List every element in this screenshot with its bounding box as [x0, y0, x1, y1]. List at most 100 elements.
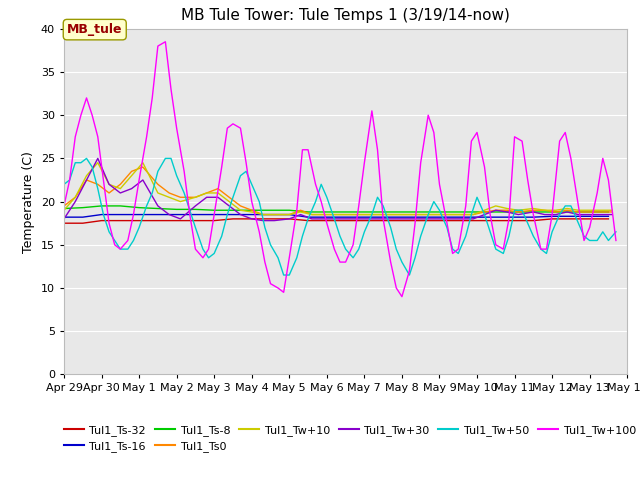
- Tul1_Tw+30: [424, 216, 432, 222]
- Tul1_Ts0: [552, 209, 560, 215]
- Text: MB_tule: MB_tule: [67, 23, 122, 36]
- Tul1_Tw+30: [248, 216, 255, 222]
- Tul1_Ts-16: [417, 214, 424, 220]
- Tul1_Ts-8: [380, 209, 387, 215]
- Tul1_Ts0: [413, 212, 420, 217]
- Tul1_Tw+30: [492, 207, 500, 213]
- Tul1_Tw+50: [60, 181, 68, 187]
- Tul1_Tw+10: [492, 203, 500, 209]
- Tul1_Tw+10: [390, 212, 398, 217]
- Tul1_Tw+30: [458, 216, 466, 222]
- Tul1_Tw+30: [597, 212, 605, 217]
- Tul1_Ts0: [72, 194, 79, 200]
- Tul1_Ts-32: [267, 216, 275, 222]
- Tul1_Ts-32: [248, 216, 255, 222]
- Tul1_Ts-8: [398, 209, 406, 215]
- Tul1_Ts0: [248, 207, 255, 213]
- Tul1_Tw+10: [259, 212, 267, 217]
- Tul1_Tw+50: [529, 233, 537, 239]
- Tul1_Tw+10: [214, 190, 222, 196]
- Tul1_Ts-16: [586, 214, 593, 219]
- Tul1_Ts-32: [323, 218, 331, 224]
- Tul1_Ts-32: [135, 218, 143, 224]
- Tul1_Tw+10: [116, 186, 124, 192]
- Tul1_Tw+30: [563, 209, 571, 215]
- Tul1_Tw+10: [597, 207, 605, 213]
- Tul1_Ts-16: [323, 214, 331, 220]
- Tul1_Ts0: [529, 207, 537, 213]
- Line: Tul1_Ts-32: Tul1_Ts-32: [64, 219, 609, 223]
- Tul1_Ts-32: [605, 216, 612, 222]
- Tul1_Tw+10: [376, 212, 383, 217]
- Tul1_Ts0: [424, 212, 432, 217]
- Tul1_Ts-16: [191, 212, 199, 217]
- Tul1_Tw+10: [424, 212, 432, 217]
- Tul1_Ts0: [342, 212, 349, 217]
- Tul1_Ts-16: [79, 214, 86, 220]
- Tul1_Tw+10: [330, 212, 338, 217]
- Tul1_Tw+10: [353, 212, 361, 217]
- Tul1_Tw+30: [575, 212, 582, 217]
- Tul1_Tw+30: [353, 216, 361, 222]
- Tul1_Ts-8: [191, 206, 199, 212]
- Tul1_Tw+30: [285, 216, 293, 222]
- Tul1_Tw+10: [563, 205, 571, 211]
- Tul1_Ts-16: [529, 214, 537, 220]
- Tul1_Ts-16: [548, 214, 556, 219]
- Tul1_Ts0: [481, 209, 488, 215]
- Tul1_Ts-32: [304, 218, 312, 224]
- Tul1_Ts-32: [285, 216, 293, 222]
- Tul1_Tw+100: [599, 156, 607, 161]
- Tul1_Tw+10: [271, 212, 278, 217]
- Tul1_Ts0: [447, 212, 454, 217]
- Tul1_Ts0: [165, 190, 173, 196]
- Tul1_Ts0: [308, 212, 316, 217]
- Tul1_Ts0: [191, 194, 199, 200]
- Tul1_Tw+10: [308, 212, 316, 217]
- Tul1_Tw+30: [552, 212, 560, 217]
- Tul1_Ts-32: [79, 220, 86, 226]
- Line: Tul1_Tw+100: Tul1_Tw+100: [64, 42, 616, 297]
- Tul1_Tw+10: [297, 209, 305, 215]
- Tul1_Ts0: [271, 212, 278, 217]
- Tul1_Tw+30: [541, 212, 548, 217]
- Tul1_Tw+10: [481, 207, 488, 213]
- Tul1_Ts0: [60, 203, 68, 209]
- Tul1_Ts0: [364, 212, 372, 217]
- Tul1_Tw+30: [203, 194, 211, 200]
- Tul1_Ts0: [353, 212, 361, 217]
- Tul1_Tw+10: [552, 207, 560, 213]
- Tul1_Tw+10: [83, 173, 90, 179]
- Tul1_Tw+10: [469, 212, 477, 217]
- Tul1_Tw+10: [541, 207, 548, 213]
- Tul1_Ts-16: [360, 214, 368, 220]
- Tul1_Tw+10: [586, 207, 593, 213]
- Tul1_Ts-32: [173, 218, 180, 224]
- Tul1_Tw+30: [308, 216, 316, 222]
- Tul1_Tw+30: [154, 203, 162, 209]
- Legend: Tul1_Ts-32, Tul1_Ts-16, Tul1_Ts-8, Tul1_Ts0, Tul1_Tw+10, Tul1_Tw+30, Tul1_Tw+50,: Tul1_Ts-32, Tul1_Ts-16, Tul1_Ts-8, Tul1_…: [64, 425, 636, 452]
- Tul1_Ts0: [503, 207, 511, 213]
- Tul1_Tw+10: [248, 209, 255, 215]
- Tul1_Tw+30: [72, 199, 79, 204]
- Tul1_Ts0: [237, 203, 244, 209]
- Tul1_Ts-8: [154, 205, 162, 211]
- Tul1_Ts-8: [454, 209, 462, 215]
- Tul1_Ts-16: [154, 212, 162, 217]
- Tul1_Tw+10: [436, 212, 444, 217]
- Tul1_Tw+100: [60, 203, 68, 209]
- Tul1_Tw+10: [529, 205, 537, 211]
- Tul1_Ts-16: [60, 214, 68, 220]
- Tul1_Tw+10: [575, 207, 582, 213]
- Tul1_Tw+100: [612, 238, 620, 243]
- Tul1_Tw+30: [436, 216, 444, 222]
- Tul1_Tw+30: [94, 156, 102, 161]
- Tul1_Tw+10: [609, 207, 616, 213]
- Tul1_Tw+30: [116, 190, 124, 196]
- Tul1_Ts0: [203, 190, 211, 196]
- Tul1_Ts-16: [605, 214, 612, 219]
- Tul1_Tw+30: [390, 216, 398, 222]
- Line: Tul1_Tw+30: Tul1_Tw+30: [64, 158, 612, 221]
- Tul1_Ts-16: [567, 214, 575, 219]
- Tul1_Ts-32: [492, 218, 500, 224]
